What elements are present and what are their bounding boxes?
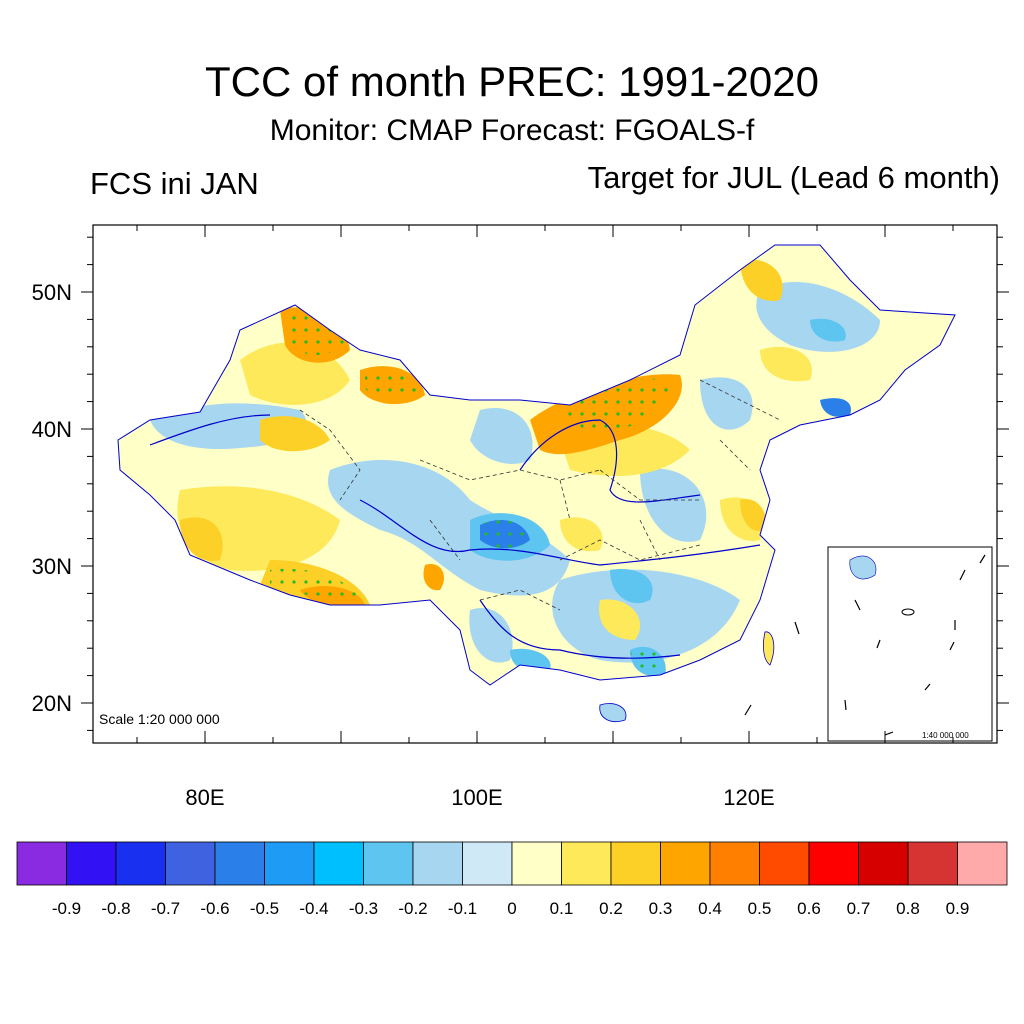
colorbar-label: 0 (507, 899, 516, 918)
river-line (519, 419, 701, 503)
field-patch (756, 281, 880, 352)
chart-subtitle: Monitor: CMAP Forecast: FGOALS-f (269, 114, 755, 147)
colorbar-label: 0.3 (649, 899, 673, 918)
field-patch (640, 468, 707, 542)
field-patch (599, 599, 641, 640)
colorbar-label: -0.2 (398, 899, 427, 918)
colorbar-box (610, 841, 661, 886)
taiwan-island (763, 631, 775, 666)
province-boundaries (299, 379, 781, 611)
inset-coast (849, 555, 877, 580)
colorbar-box (759, 841, 810, 886)
y-tick-label: 20N (32, 691, 72, 716)
x-tick-label: 120E (723, 785, 774, 810)
colorbar-box (660, 841, 711, 886)
field-patch (180, 517, 223, 561)
y-tick-label: 40N (32, 417, 72, 442)
significance-stipple (630, 647, 661, 674)
colorbar: -0.9 -0.8 -0.7 -0.6 -0.5 -0.4 -0.3 -0.2 -0.1 0 0.1… (16, 841, 1008, 918)
colorbar-label: -0.8 (101, 899, 130, 918)
significance-stipple (365, 369, 418, 400)
river-line (149, 414, 271, 446)
field-patch (610, 569, 653, 604)
colorbar-label: -0.6 (200, 899, 229, 918)
field-patch (810, 318, 846, 342)
colorbar-label: -0.4 (299, 899, 328, 918)
colorbar-box (709, 841, 760, 886)
colorbar-box (214, 841, 265, 886)
inset-dash-lines (844, 554, 986, 736)
colorbar-label: -0.3 (349, 899, 378, 918)
colorbar-box (808, 841, 859, 886)
colorbar-label: -0.9 (52, 899, 81, 918)
south-china-sea-inset (827, 546, 993, 742)
colorbar-box (313, 841, 364, 886)
colorbar-box (16, 841, 67, 886)
field-patch (700, 377, 753, 430)
x-tick-label: 80E (185, 785, 224, 810)
field-patch (820, 398, 851, 417)
colorbar-label: -0.5 (250, 899, 279, 918)
colorbar-box (412, 841, 463, 886)
field-patch (740, 499, 766, 531)
inset-scale-label: 1:40 000 000 (922, 731, 969, 740)
field-patch (560, 517, 603, 552)
field-patch (423, 564, 445, 591)
hainan-island (599, 703, 627, 722)
field-patch (469, 608, 513, 663)
colorbar-label: 0.9 (946, 899, 970, 918)
colorbar-box (907, 841, 958, 886)
y-tick-label: 50N (32, 280, 72, 305)
colorbar-label: 0.1 (550, 899, 574, 918)
right-string-label: Target for JUL (Lead 6 month) (587, 160, 1000, 195)
colorbar-label: 0.5 (748, 899, 772, 918)
colorbar-box (264, 841, 315, 886)
colorbar-box (858, 841, 909, 886)
colorbar-label: 0.4 (698, 899, 722, 918)
colorbar-box (561, 841, 612, 886)
field-patch (760, 346, 812, 382)
inset-frame (827, 546, 993, 742)
colorbar-box (462, 841, 513, 886)
colorbar-label: 0.2 (599, 899, 623, 918)
colorbar-label: -0.7 (151, 899, 180, 918)
colorbar-box (115, 841, 166, 886)
colorbar-box (957, 841, 1008, 886)
colorbar-box (363, 841, 414, 886)
left-string-label: FCS ini JAN (90, 166, 259, 201)
field-patch (260, 416, 330, 452)
colorbar-label: 0.7 (847, 899, 871, 918)
y-tick-label: 30N (32, 554, 72, 579)
river-line (479, 599, 681, 659)
colorbar-box (165, 841, 216, 886)
x-tick-label: 100E (451, 785, 502, 810)
main-scale-label: Scale 1:20 000 000 (99, 711, 220, 727)
colorbar-label: -0.1 (448, 899, 477, 918)
field-patch (552, 569, 740, 663)
chart-title: TCC of month PREC: 1991-2020 (205, 58, 819, 105)
field-patch (470, 408, 533, 464)
field-patch (328, 460, 570, 596)
colorbar-label: 0.6 (797, 899, 821, 918)
axis-ticks: 80E 100E 120E 50N 40N 30N 20N (32, 225, 1009, 810)
river-line (359, 499, 761, 566)
colorbar-label: 0.8 (896, 899, 920, 918)
colorbar-box (511, 841, 562, 886)
significance-stipple (270, 568, 360, 597)
sea-boundary-marks (744, 621, 800, 716)
significance-stipple (480, 520, 530, 549)
inset-island (901, 608, 915, 616)
field-patch (740, 259, 783, 301)
colorbar-box (66, 841, 117, 886)
